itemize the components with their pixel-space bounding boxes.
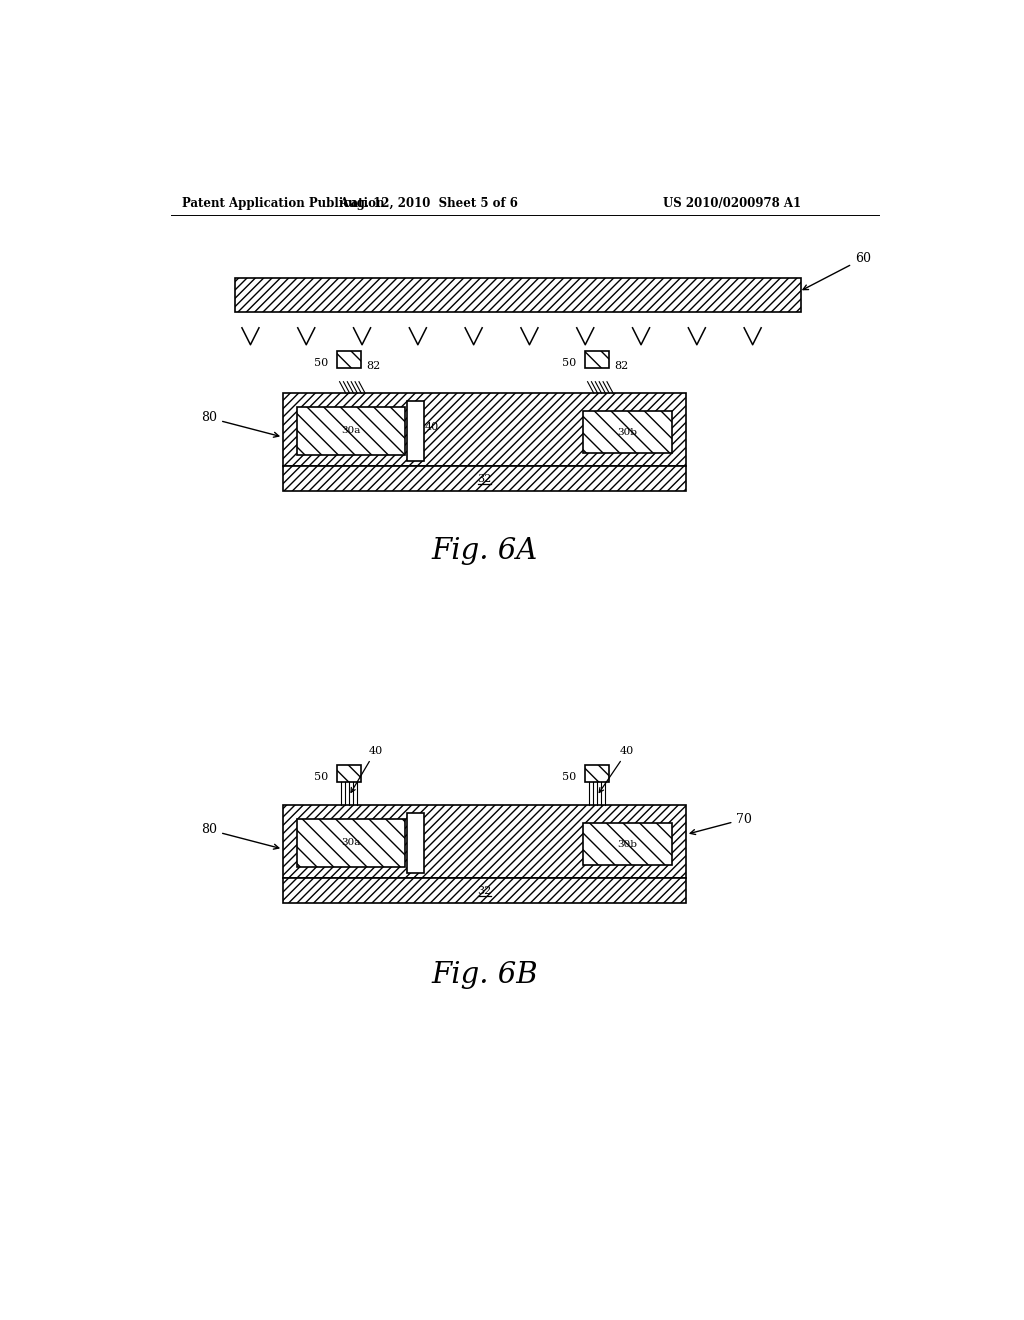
Bar	[297, 407, 406, 455]
Text: US 2010/0200978 A1: US 2010/0200978 A1	[663, 197, 801, 210]
Text: 82: 82	[614, 360, 629, 371]
Text: 32: 32	[477, 886, 492, 896]
Bar	[283, 878, 686, 903]
Text: 50: 50	[562, 772, 575, 783]
Text: 82: 82	[367, 360, 381, 371]
Bar	[583, 822, 672, 866]
Bar	[337, 766, 360, 781]
Bar	[583, 411, 672, 453]
Text: 30a: 30a	[342, 426, 360, 436]
Bar	[283, 466, 686, 491]
Text: Fig. 6A: Fig. 6A	[431, 537, 538, 565]
Text: 30b: 30b	[617, 840, 638, 849]
Bar	[234, 277, 801, 313]
Bar	[297, 818, 406, 867]
Text: 50: 50	[313, 358, 328, 368]
Bar	[337, 351, 360, 368]
Text: 30a: 30a	[342, 838, 360, 847]
Text: 70: 70	[690, 813, 753, 834]
Text: 40: 40	[425, 422, 439, 432]
Text: Aug. 12, 2010  Sheet 5 of 6: Aug. 12, 2010 Sheet 5 of 6	[339, 197, 518, 210]
Text: 50: 50	[313, 772, 328, 783]
Text: 50: 50	[562, 358, 575, 368]
Text: 80: 80	[201, 824, 279, 849]
Text: 32: 32	[477, 474, 492, 483]
Text: Fig. 6B: Fig. 6B	[431, 961, 538, 989]
Bar	[283, 805, 686, 878]
Text: 30b: 30b	[617, 428, 638, 437]
Bar	[586, 351, 608, 368]
Text: 40: 40	[599, 746, 635, 792]
Text: 40: 40	[351, 746, 383, 792]
Bar	[407, 813, 424, 873]
Text: 80: 80	[201, 412, 279, 437]
Bar	[586, 766, 608, 781]
Bar	[283, 393, 686, 466]
Bar	[407, 401, 424, 461]
Text: Patent Application Publication: Patent Application Publication	[182, 197, 385, 210]
Text: 60: 60	[803, 252, 871, 289]
